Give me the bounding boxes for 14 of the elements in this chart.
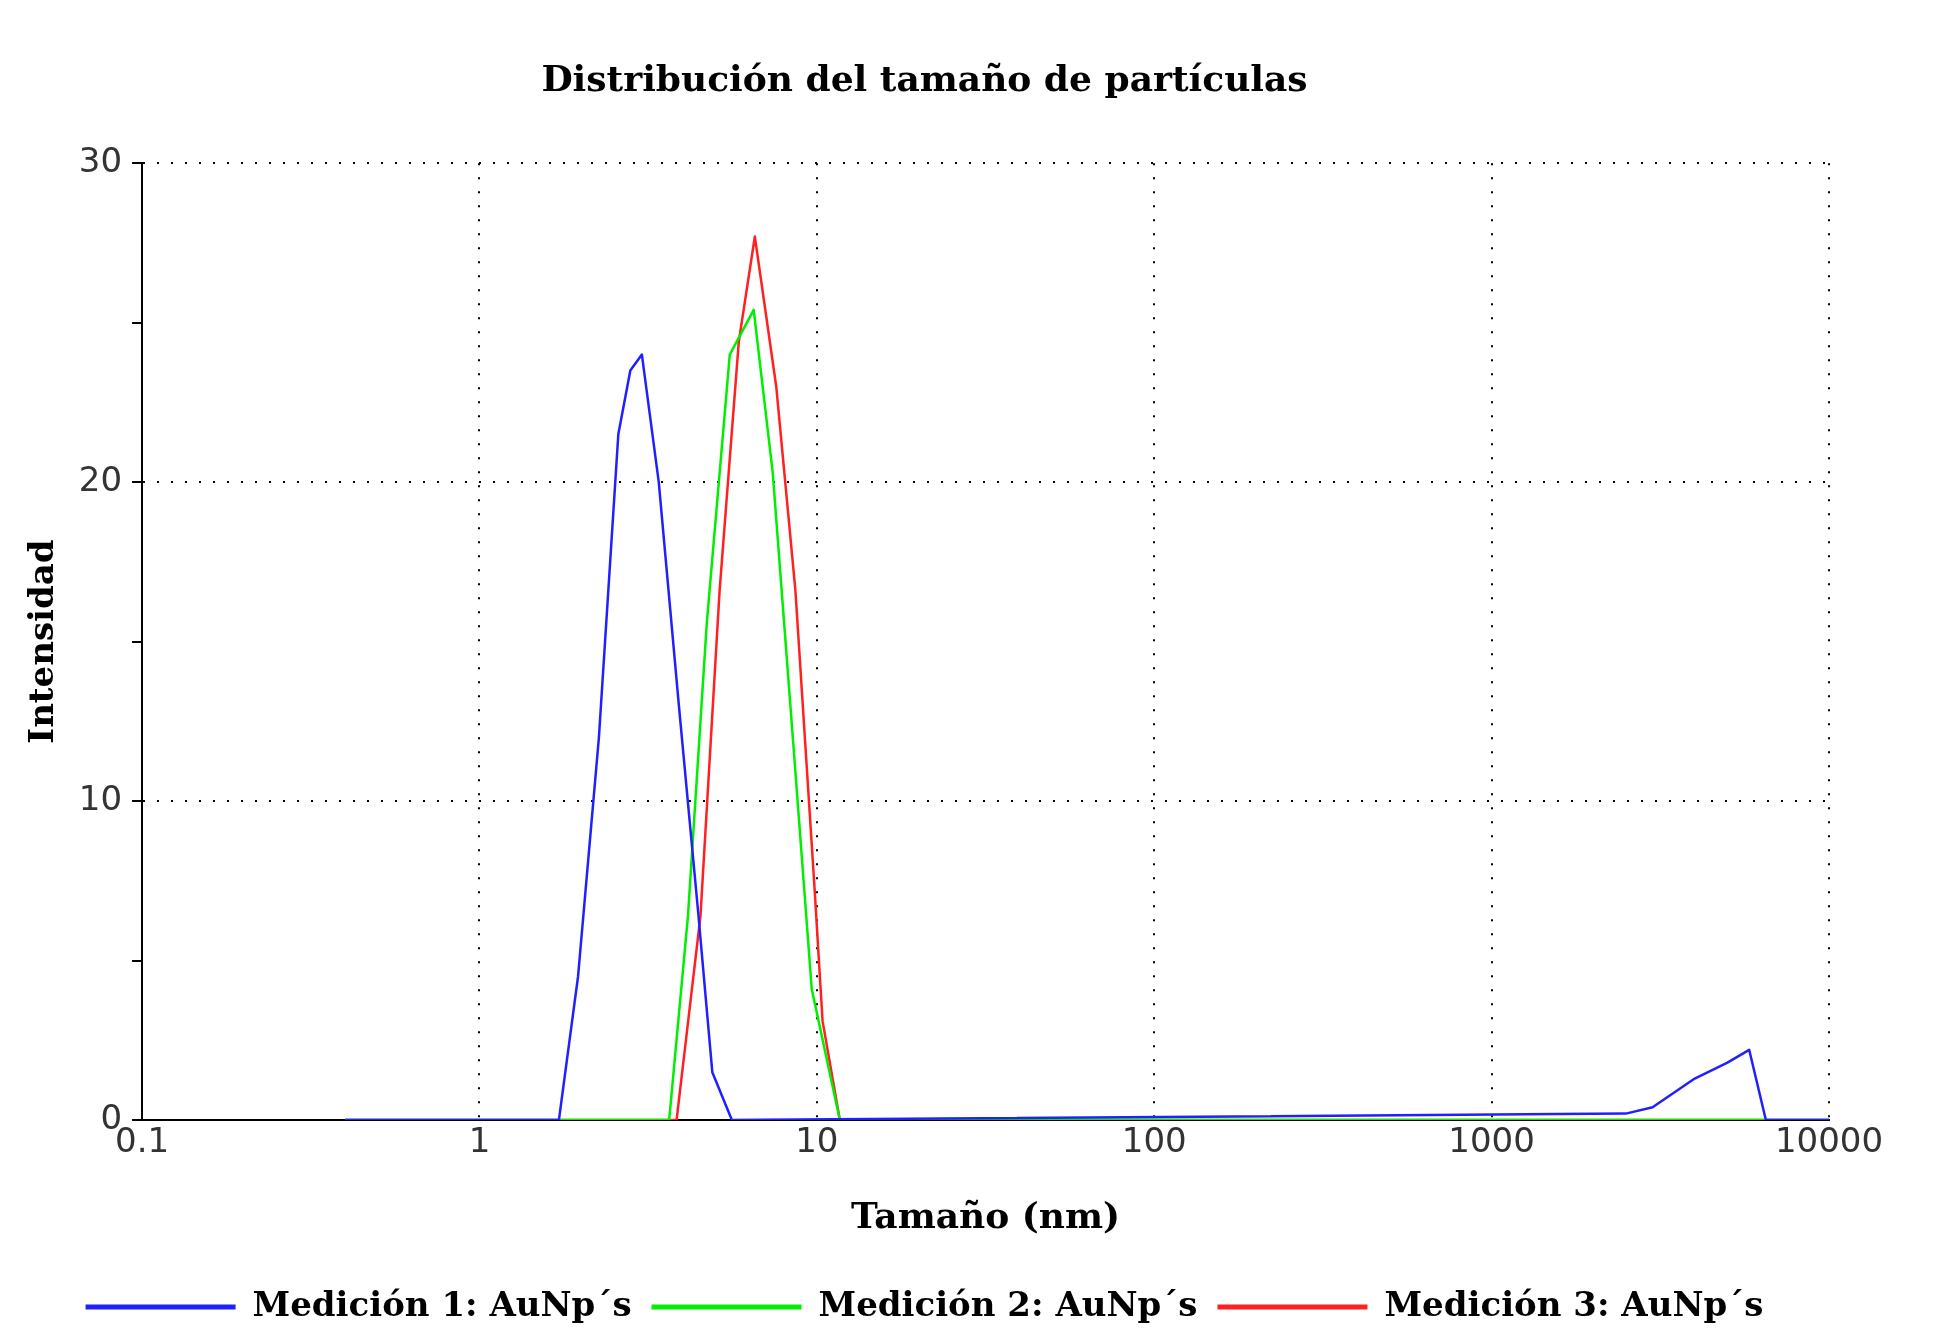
x-tick-label: 1 [468,1120,491,1161]
x-tick-label: 10000 [1774,1120,1884,1161]
y-axis-title: Intensidad [21,539,62,744]
y-tick-label: 10 [78,777,123,818]
legend-label: Medición 2: AuNp´s [818,1283,1198,1324]
x-tick-label: 100 [1121,1120,1187,1161]
x-tick-label: 10 [795,1120,839,1161]
x-axis-title: Tamaño (nm) [850,1193,1121,1236]
chart-title: Distribución del tamaño de partículas [541,56,1308,99]
y-tick-label: 30 [78,140,123,181]
y-tick-label: 20 [78,458,123,499]
x-tick-label: 1000 [1448,1120,1535,1161]
legend-label: Medición 3: AuNp´s [1384,1283,1764,1324]
legend-label: Medición 1: AuNp´s [252,1283,632,1324]
